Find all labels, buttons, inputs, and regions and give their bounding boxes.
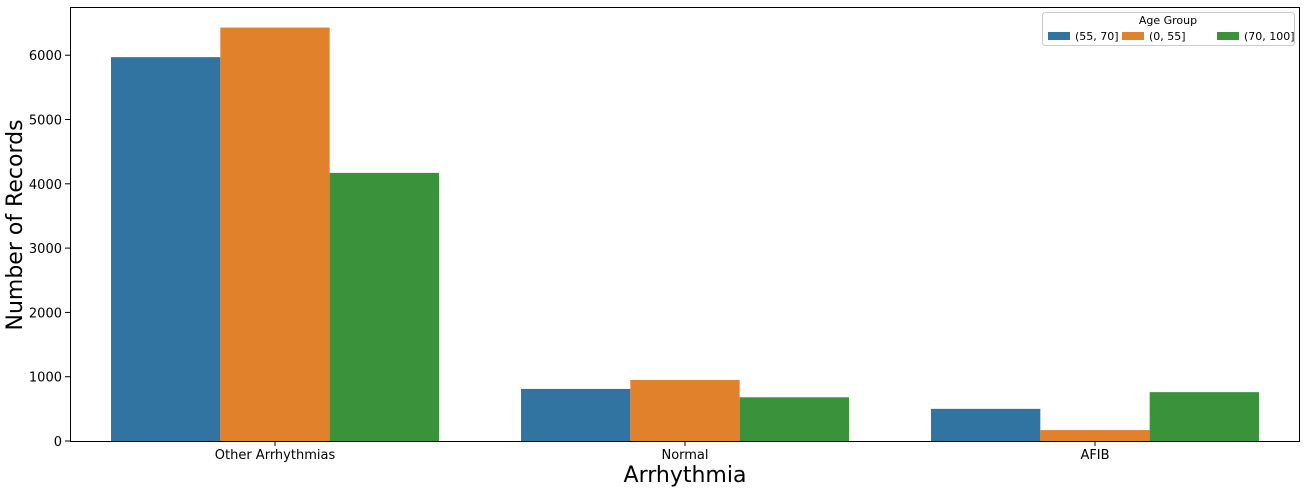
y-axis: 0 1000 2000 3000 4000 5000 6000 (29, 49, 70, 450)
legend-label: (70, 100] (1244, 30, 1295, 43)
bar-1-1 (111, 57, 221, 442)
legend-swatch (1122, 32, 1144, 40)
y-tick-label: 5000 (29, 114, 62, 129)
legend-label: (55, 70] (1075, 30, 1119, 43)
bar-2-3 (1040, 430, 1150, 441)
x-tick-label: AFIB (1080, 448, 1109, 463)
bars-layer (111, 27, 1259, 442)
bar-2-1 (220, 27, 330, 441)
y-tick-label: 0 (54, 435, 62, 450)
y-tick-label: 4000 (29, 178, 62, 193)
legend-swatch (1217, 32, 1239, 40)
legend-label: (0, 55] (1149, 30, 1186, 43)
bar-1-3 (931, 408, 1041, 441)
y-tick-label: 6000 (29, 49, 62, 64)
y-tick-label: 2000 (29, 306, 62, 321)
legend-swatch (1048, 32, 1070, 40)
x-axis: Other Arrhythmias Normal AFIB (215, 441, 1110, 463)
y-axis-title: Number of Records (3, 119, 28, 330)
legend-title: Age Group (1139, 14, 1197, 27)
bar-1-2 (521, 388, 631, 441)
legend: Age Group (55, 70] (0, 55] (70, 100] (1042, 12, 1295, 46)
legend-items: (55, 70] (0, 55] (70, 100] (1048, 30, 1295, 43)
bar-3-2 (739, 397, 849, 441)
x-tick-label: Other Arrhythmias (215, 448, 336, 463)
y-tick-label: 1000 (29, 371, 62, 386)
x-axis-title: Arrhythmia (624, 463, 747, 488)
x-tick-label: Normal (661, 448, 708, 463)
y-tick-label: 3000 (29, 242, 62, 257)
bar-2-2 (630, 379, 740, 441)
bar-3-1 (329, 172, 439, 441)
bar-3-3 (1149, 392, 1259, 441)
